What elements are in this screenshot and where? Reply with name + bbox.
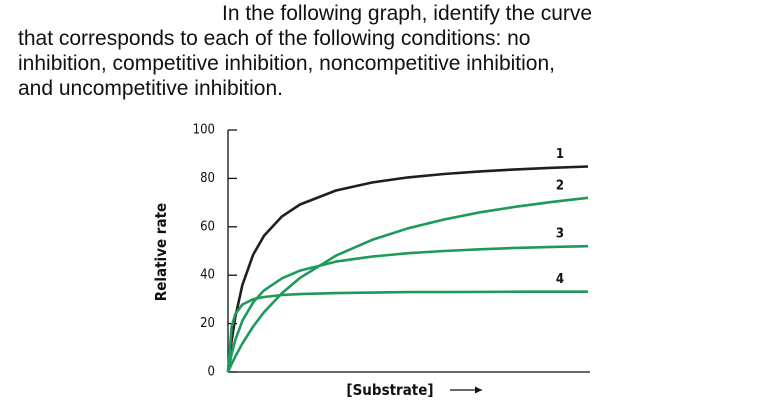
question-line: that corresponds to each of the followin… (18, 27, 531, 50)
y-tick-label: 20 (200, 316, 215, 331)
y-tick-label: 100 (193, 123, 215, 138)
curve-label: 2 (556, 178, 564, 193)
y-tick-label: 40 (200, 268, 215, 283)
curve (226, 290, 588, 373)
question-line: In the following graph, identify the cur… (222, 2, 592, 25)
curve (226, 244, 589, 373)
curve-label: 1 (556, 147, 564, 162)
question-line: and uncompetitive inhibition. (18, 77, 283, 100)
question-line: inhibition, competitive inhibition, nonc… (18, 52, 555, 75)
y-tick-label: 60 (200, 219, 215, 234)
y-axis-label: Relative rate (152, 203, 170, 301)
curve (226, 196, 589, 373)
curve (226, 165, 589, 373)
curve-label: 3 (556, 227, 564, 242)
curve-label: 4 (556, 272, 564, 287)
x-axis-label: [Substrate] (346, 381, 433, 399)
x-arrow-head (475, 386, 482, 394)
y-tick-label: 80 (200, 171, 215, 186)
y-tick-label: 0 (208, 365, 215, 380)
